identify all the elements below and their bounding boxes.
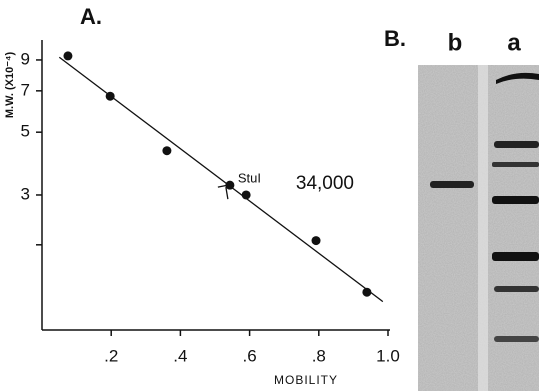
data-point (242, 190, 251, 199)
annotation-arrow (218, 185, 228, 199)
x-tick-label: 1.0 (376, 346, 400, 365)
annotation-text: 34,000 (296, 173, 354, 194)
y-tick-label: 5 (21, 122, 30, 141)
data-point (63, 51, 72, 60)
x-tick-label: .8 (312, 346, 326, 365)
data-point (362, 288, 371, 297)
y-tick-label: 3 (21, 184, 30, 203)
x-axis-label: MOBILITY (274, 373, 338, 387)
annotation-label: StuI (238, 171, 261, 186)
gel-image (418, 65, 539, 391)
data-point (312, 236, 321, 245)
x-tick-label: .2 (104, 346, 118, 365)
figure: A. M.W. (X10⁻⁴) MOBILITY B. b a 3 5 7 9 .2 .4… (0, 0, 539, 391)
lane-label: b (448, 29, 463, 56)
data-point (106, 92, 115, 101)
x-tick-label: .6 (243, 346, 257, 365)
x-tick-label: .4 (173, 346, 187, 365)
panel-label: B. (384, 26, 406, 51)
panel-label: A. (80, 4, 102, 29)
data-point (162, 146, 171, 155)
y-axis-label: M.W. (X10⁻⁴) (4, 52, 16, 119)
y-tick-label: 9 (21, 49, 30, 68)
y-tick-label: 7 (21, 80, 30, 99)
lane-label: a (507, 29, 521, 56)
